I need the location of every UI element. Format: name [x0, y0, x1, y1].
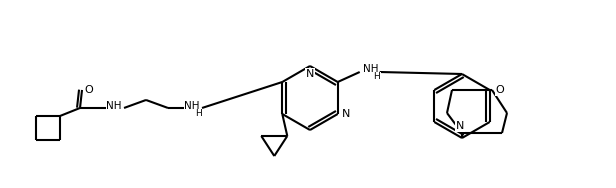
Text: NH: NH — [184, 101, 200, 111]
Text: H: H — [195, 109, 201, 118]
Text: O: O — [496, 85, 505, 95]
Text: NH: NH — [363, 64, 378, 74]
Text: N: N — [341, 109, 350, 119]
Text: N: N — [456, 121, 464, 131]
Text: NH: NH — [107, 101, 122, 111]
Text: H: H — [373, 73, 380, 82]
Text: O: O — [84, 85, 94, 95]
Text: N: N — [306, 69, 314, 79]
